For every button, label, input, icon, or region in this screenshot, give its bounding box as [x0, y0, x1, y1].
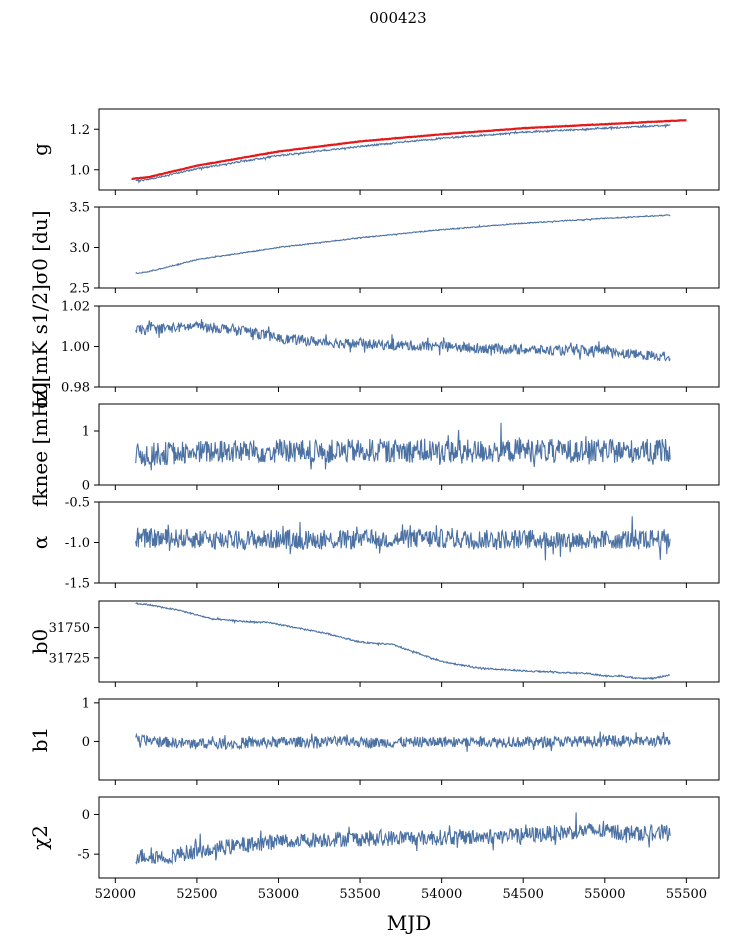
panel-8: -5 0 52000 52500 53000 53500 54000 54500 55000 55… — [28, 796, 720, 902]
panel-5: -1.5 -1.0 -0.5 α — [28, 496, 720, 592]
y-axis-label: fknee [mHz] — [28, 382, 52, 507]
panel-frame — [98, 108, 720, 191]
y-tick-label: 0.98 — [61, 381, 90, 396]
series-line-1 — [135, 731, 671, 752]
y-tick-label: 31725 — [49, 651, 90, 666]
y-tick-label: 1.00 — [61, 340, 90, 355]
panel-1: 1.0 1.2 g — [28, 108, 720, 195]
y-tick-label: 0 — [82, 735, 90, 750]
x-tick-label: 55000 — [584, 887, 625, 902]
y-axis-label: χ2 — [28, 825, 52, 850]
panel-frame — [98, 305, 720, 388]
y-tick-label: 1 — [82, 696, 90, 711]
y-tick-label: 0 — [82, 479, 90, 494]
panel-frame — [98, 796, 720, 879]
y-axis-label: α — [28, 536, 52, 550]
series-line-1 — [135, 319, 671, 362]
panel-frame — [98, 403, 720, 486]
series-line-1 — [135, 812, 671, 866]
y-axis-label: g — [28, 143, 52, 156]
series-line-1 — [135, 516, 671, 561]
panel-frame — [98, 206, 720, 289]
x-tick-label: 54000 — [421, 887, 462, 902]
y-tick-label: -1.5 — [65, 577, 90, 592]
y-tick-label: 31750 — [49, 621, 90, 636]
y-axis-label: b0 — [28, 629, 52, 655]
panel-3: 0.98 1.00 1.02 σ0[mK s1/2] — [28, 284, 720, 409]
y-tick-label: 1.02 — [61, 300, 90, 315]
y-axis-label: σ0[mK s1/2] — [28, 284, 52, 409]
series-line-2 — [131, 119, 687, 181]
y-tick-label: 1.2 — [69, 123, 90, 138]
y-tick-label: 2.5 — [69, 282, 90, 297]
series-line-1 — [135, 123, 671, 184]
y-tick-label: 1.0 — [69, 163, 90, 178]
panel-4: 0 1 fknee [mHz] — [28, 382, 720, 507]
y-tick-label: -5 — [77, 848, 90, 863]
series-line-1 — [135, 602, 671, 681]
y-tick-label: 0 — [82, 808, 90, 823]
y-tick-label: -0.5 — [65, 496, 90, 511]
panel-2: 2.5 3.0 3.5 σ0 [du] — [28, 201, 720, 297]
x-tick-label: 52000 — [95, 887, 136, 902]
x-tick-label: 54500 — [503, 887, 544, 902]
x-tick-label: 53500 — [339, 887, 380, 902]
y-tick-label: 3.5 — [69, 201, 90, 216]
x-tick-label: 52500 — [176, 887, 217, 902]
series-line-1 — [135, 214, 671, 275]
panel-frame — [98, 698, 720, 781]
figure-suptitle: 000423 — [369, 9, 426, 27]
panel-frame — [98, 600, 720, 683]
y-tick-label: 3.0 — [69, 241, 90, 256]
y-tick-label: -1.0 — [65, 536, 90, 551]
panels: 1.0 1.2 g 2.5 3.0 3.5 σ0 [du] 0.98 1.00 1.02 σ0[mK… — [28, 108, 720, 902]
x-tick-label: 55500 — [666, 887, 707, 902]
panel-7: 0 1 b1 — [28, 696, 720, 785]
y-axis-label: b1 — [28, 727, 52, 753]
x-tick-label: 53000 — [258, 887, 299, 902]
series-line-1 — [135, 422, 671, 471]
x-axis-label: MJD — [387, 911, 432, 935]
y-tick-label: 1 — [82, 425, 90, 440]
y-axis-label: σ0 [du] — [28, 210, 52, 284]
